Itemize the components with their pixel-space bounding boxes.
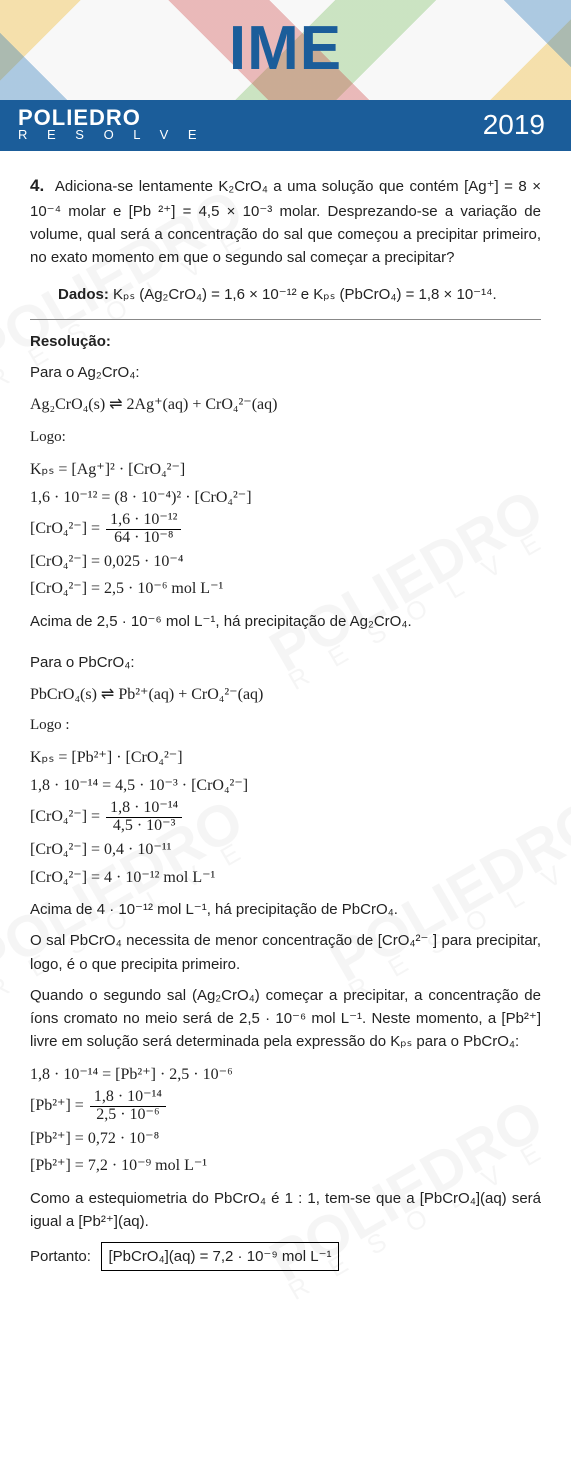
dados-text: Kₚₛ (Ag₂CrO₄) = 1,6 × 10⁻¹² e Kₚₛ (PbCrO… <box>113 286 497 303</box>
final-res2: [Pb²⁺] = 7,2 · 10⁻⁹ mol L⁻¹ <box>30 1153 541 1179</box>
question-text: Adiciona-se lentamente K₂CrO₄ a uma solu… <box>30 178 541 266</box>
logo-2: Logo : <box>30 714 541 737</box>
pb-intro: Para o PbCrO₄: <box>30 651 541 674</box>
ag-frac: [CrO₄²⁻] = 1,6 · 10⁻¹² 64 · 10⁻⁸ <box>30 512 541 547</box>
ag-res2: [CrO₄²⁻] = 2,5 · 10⁻⁶ mol L⁻¹ <box>30 576 541 602</box>
logo-1: Logo: <box>30 426 541 449</box>
ag-kps: Kₚₛ = [Ag⁺]² · [CrO₄²⁻] <box>30 457 541 483</box>
pb-res2: [CrO₄²⁻] = 4 · 10⁻¹² mol L⁻¹ <box>30 865 541 891</box>
pb-equilibrium: PbCrO₄(s) ⇌ Pb²⁺(aq) + CrO₄²⁻(aq) <box>30 682 541 708</box>
brand-line2: R E S O L V E <box>18 129 205 141</box>
portanto-label: Portanto: <box>30 1248 91 1265</box>
final-line: Portanto: [PbCrO₄](aq) = 7,2 · 10⁻⁹ mol … <box>30 1242 541 1271</box>
question-number: 4. <box>30 176 44 195</box>
discussion-2: Quando o segundo sal (Ag₂CrO₄) começar a… <box>30 984 541 1054</box>
subheader-bar: POLIEDRO R E S O L V E 2019 <box>0 100 571 151</box>
final-frac: [Pb²⁺] = 1,8 · 10⁻¹⁴ 2,5 · 10⁻⁶ <box>30 1089 541 1124</box>
final-conclusion: Como a estequiometria do PbCrO₄ é 1 : 1,… <box>30 1187 541 1234</box>
ag-intro: Para o Ag₂CrO₄: <box>30 361 541 384</box>
content-area: 4. Adiciona-se lentamente K₂CrO₄ a uma s… <box>0 151 571 1309</box>
brand-line1: POLIEDRO <box>18 108 205 129</box>
pb-kps-block: Kₚₛ = [Pb²⁺] · [CrO₄²⁻] 1,8 · 10⁻¹⁴ = 4,… <box>30 745 541 890</box>
pb-conclusion: Acima de 4 · 10⁻¹² mol L⁻¹, há precipita… <box>30 898 541 921</box>
boxed-answer: [PbCrO₄](aq) = 7,2 · 10⁻⁹ mol L⁻¹ <box>101 1242 338 1271</box>
dados-line: Dados: Kₚₛ (Ag₂CrO₄) = 1,6 × 10⁻¹² e Kₚₛ… <box>58 283 541 306</box>
ag-conclusion: Acima de 2,5 · 10⁻⁶ mol L⁻¹, há precipit… <box>30 610 541 633</box>
year-label: 2019 <box>483 109 545 141</box>
question-block: 4. Adiciona-se lentamente K₂CrO₄ a uma s… <box>30 173 541 269</box>
separator <box>30 319 541 320</box>
ag-sub: 1,6 · 10⁻¹² = (8 · 10⁻⁴)² · [CrO₄²⁻] <box>30 485 541 511</box>
header-logo-text: IME <box>229 13 342 84</box>
pb-frac: [CrO₄²⁻] = 1,8 · 10⁻¹⁴ 4,5 · 10⁻³ <box>30 800 541 835</box>
header-banner: IME <box>0 0 571 100</box>
pb-res1: [CrO₄²⁻] = 0,4 · 10⁻¹¹ <box>30 837 541 863</box>
discussion-1: O sal PbCrO₄ necessita de menor concentr… <box>30 929 541 976</box>
final-eq1: 1,8 · 10⁻¹⁴ = [Pb²⁺] · 2,5 · 10⁻⁶ <box>30 1062 541 1088</box>
final-eq-block: 1,8 · 10⁻¹⁴ = [Pb²⁺] · 2,5 · 10⁻⁶ [Pb²⁺]… <box>30 1062 541 1179</box>
brand-block: POLIEDRO R E S O L V E <box>18 108 205 141</box>
dados-label: Dados: <box>58 286 109 303</box>
resolution-label: Resolução: <box>30 330 541 353</box>
ag-res1: [CrO₄²⁻] = 0,025 · 10⁻⁴ <box>30 549 541 575</box>
pb-kps: Kₚₛ = [Pb²⁺] · [CrO₄²⁻] <box>30 745 541 771</box>
ag-kps-block: Kₚₛ = [Ag⁺]² · [CrO₄²⁻] 1,6 · 10⁻¹² = (8… <box>30 457 541 602</box>
final-res1: [Pb²⁺] = 0,72 · 10⁻⁸ <box>30 1126 541 1152</box>
pb-sub: 1,8 · 10⁻¹⁴ = 4,5 · 10⁻³ · [CrO₄²⁻] <box>30 773 541 799</box>
ag-equilibrium: Ag₂CrO₄(s) ⇌ 2Ag⁺(aq) + CrO₄²⁻(aq) <box>30 392 541 418</box>
